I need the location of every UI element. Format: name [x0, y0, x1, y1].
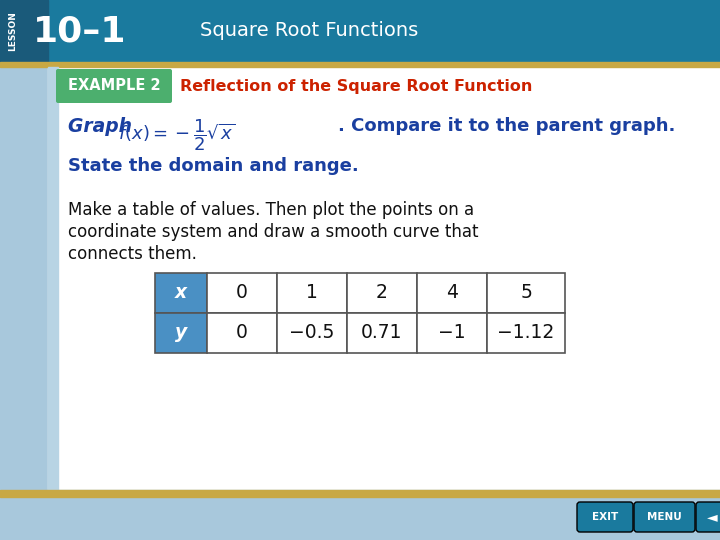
Bar: [347, 273, 417, 313]
Bar: [155, 273, 207, 313]
FancyBboxPatch shape: [696, 502, 720, 532]
FancyBboxPatch shape: [577, 502, 633, 532]
Text: $f(x) = -\dfrac{1}{2}\sqrt{x}$: $f(x) = -\dfrac{1}{2}\sqrt{x}$: [118, 117, 235, 153]
Bar: [487, 313, 565, 353]
Bar: [0, 62, 720, 67]
Text: ◄: ◄: [707, 510, 717, 524]
Text: State the domain and range.: State the domain and range.: [68, 157, 359, 175]
FancyBboxPatch shape: [56, 69, 172, 103]
Bar: [0, 0, 48, 62]
Bar: [0, 0, 720, 62]
Bar: [417, 313, 487, 353]
Text: −0.5: −0.5: [289, 323, 335, 342]
Text: Reflection of the Square Root Function: Reflection of the Square Root Function: [180, 78, 532, 93]
Text: 1: 1: [306, 284, 318, 302]
Text: 0.71: 0.71: [361, 323, 402, 342]
Bar: [0, 490, 720, 540]
Text: connects them.: connects them.: [68, 245, 197, 263]
Text: 0: 0: [236, 323, 248, 342]
Text: coordinate system and draw a smooth curve that: coordinate system and draw a smooth curv…: [68, 223, 479, 241]
Text: . Compare it to the parent graph.: . Compare it to the parent graph.: [338, 117, 675, 135]
Bar: [207, 313, 277, 353]
Bar: [487, 273, 565, 313]
Text: 0: 0: [236, 284, 248, 302]
Text: −1: −1: [438, 323, 466, 342]
Text: Make a table of values. Then plot the points on a: Make a table of values. Then plot the po…: [68, 201, 474, 219]
Bar: [48, 67, 58, 490]
Bar: [347, 313, 417, 353]
Text: 4: 4: [446, 284, 458, 302]
Text: LESSON: LESSON: [9, 11, 17, 51]
Text: EXIT: EXIT: [592, 512, 618, 522]
Bar: [48, 67, 720, 490]
Text: y: y: [175, 323, 187, 342]
Text: EXAMPLE 2: EXAMPLE 2: [68, 78, 161, 93]
Bar: [207, 273, 277, 313]
Bar: [0, 490, 720, 497]
Bar: [277, 273, 347, 313]
Text: 2: 2: [376, 284, 388, 302]
Text: 5: 5: [520, 284, 532, 302]
Bar: [155, 313, 207, 353]
Bar: [277, 313, 347, 353]
Text: x: x: [175, 284, 187, 302]
Text: MENU: MENU: [647, 512, 681, 522]
Text: Square Root Functions: Square Root Functions: [200, 22, 418, 40]
Text: Graph: Graph: [68, 117, 138, 136]
Text: −1.12: −1.12: [498, 323, 554, 342]
Text: 10–1: 10–1: [33, 14, 127, 48]
Bar: [417, 273, 487, 313]
FancyBboxPatch shape: [634, 502, 695, 532]
